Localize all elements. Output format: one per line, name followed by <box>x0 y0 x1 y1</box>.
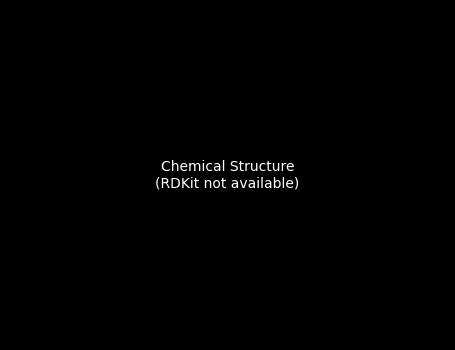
Text: Chemical Structure
(RDKit not available): Chemical Structure (RDKit not available) <box>155 160 300 190</box>
